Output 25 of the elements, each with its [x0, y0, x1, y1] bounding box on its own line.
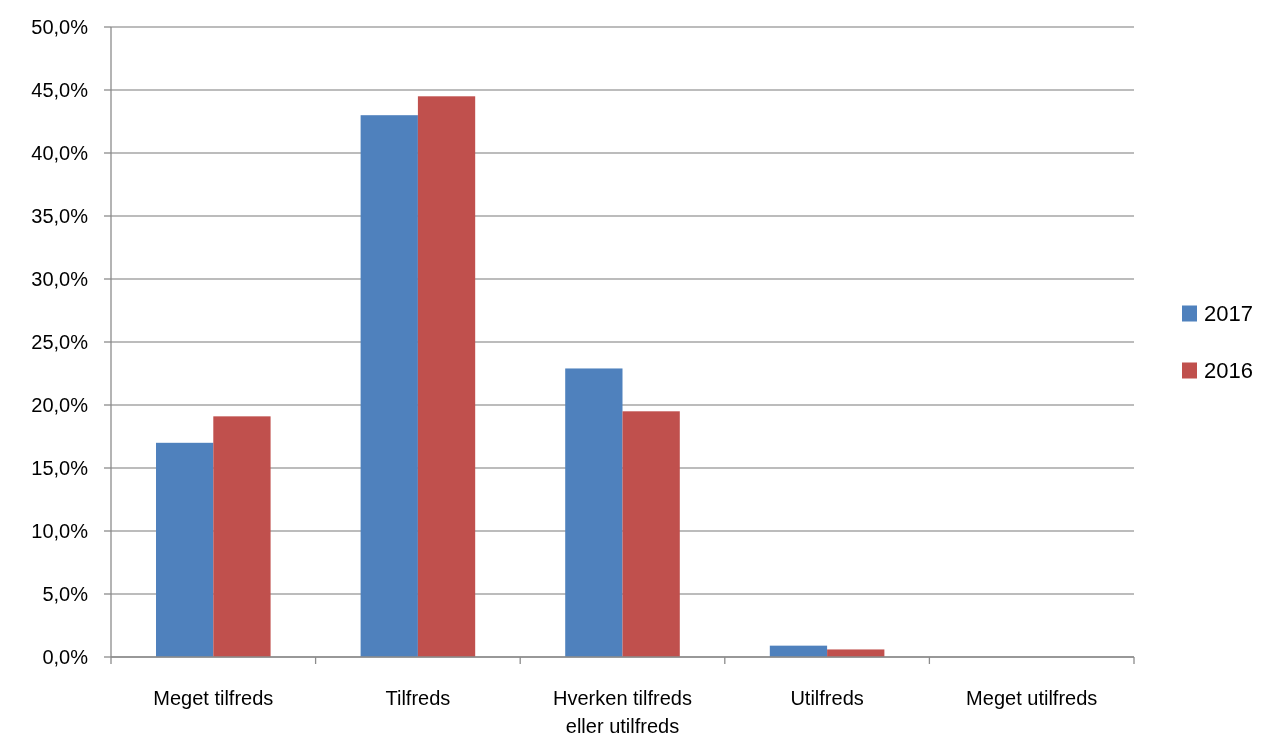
legend-label: 2016	[1204, 358, 1253, 384]
y-tick-label: 10,0%	[31, 520, 89, 542]
x-tick-label: Tilfreds	[385, 687, 451, 709]
y-tick-label: 0,0%	[42, 646, 89, 668]
bar	[565, 368, 623, 657]
bar	[360, 115, 418, 657]
y-tick-label: 20,0%	[31, 394, 89, 416]
x-tick-label: Meget tilfreds	[153, 687, 274, 709]
x-tick-label: Meget utilfreds	[966, 687, 1098, 709]
bar	[622, 411, 680, 657]
x-tick-label: Utilfreds	[790, 687, 864, 709]
bar	[156, 442, 214, 657]
bar	[417, 96, 476, 657]
y-tick-label: 50,0%	[31, 16, 89, 38]
bar	[213, 416, 271, 657]
bar	[827, 649, 885, 657]
y-tick-label: 5,0%	[42, 583, 89, 605]
x-tick-label: Hverken tilfreds eller utilfreds	[553, 687, 692, 737]
y-tick-label: 25,0%	[31, 331, 89, 353]
y-tick-label: 15,0%	[31, 457, 89, 479]
legend-label: 2017	[1204, 301, 1253, 327]
y-tick-label: 30,0%	[31, 268, 89, 290]
y-tick-label: 40,0%	[31, 142, 89, 164]
y-tick-label: 35,0%	[31, 205, 89, 227]
y-tick-label: 45,0%	[31, 79, 89, 101]
